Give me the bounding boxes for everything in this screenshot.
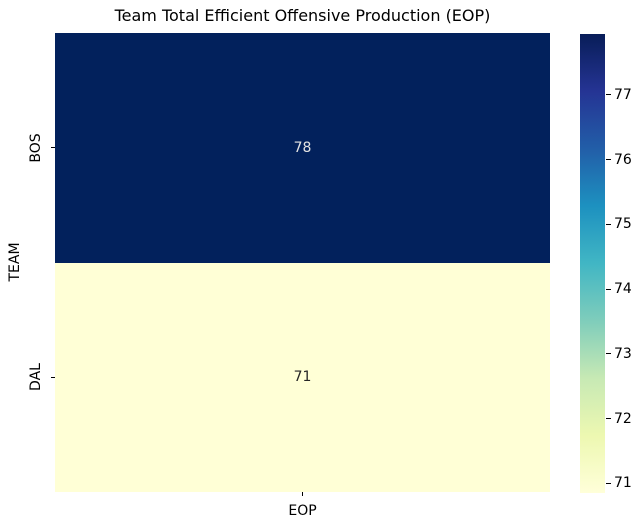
y-tick-mark [51,376,55,378]
colorbar [580,34,605,493]
heatmap-row: 71 [55,262,550,492]
y-tick-mark [51,147,55,149]
y-tick-label: DAL [28,363,44,392]
colorbar-tick-label: 71 [614,475,632,492]
colorbar-tick-label: 76 [614,151,632,168]
colorbar-tick-label: 73 [614,345,632,362]
chart-title: Team Total Efficient Offensive Productio… [114,6,491,25]
colorbar-tick-mark [606,223,611,225]
x-tick-mark [302,492,303,496]
colorbar-tick-label: 74 [614,281,632,298]
x-axis-label: EOP [288,503,317,519]
cell-annotation: 78 [293,139,312,156]
colorbar-tick-mark [606,288,611,290]
colorbar-tick-mark [606,159,611,161]
colorbar-tick-mark [606,482,611,484]
y-tick-label: BOS [28,133,44,163]
heatmap-row: 78 [55,33,550,263]
heatmap: 78 71 [55,33,550,492]
colorbar-tick-label: 77 [614,86,632,103]
colorbar-tick-mark [606,353,611,355]
colorbar-tick-label: 72 [614,410,632,427]
colorbar-tick-label: 75 [614,216,632,233]
y-axis-label: TEAM [7,242,23,282]
colorbar-tick-mark [606,94,611,96]
cell-annotation: 71 [293,369,312,386]
colorbar-tick-mark [606,418,611,420]
